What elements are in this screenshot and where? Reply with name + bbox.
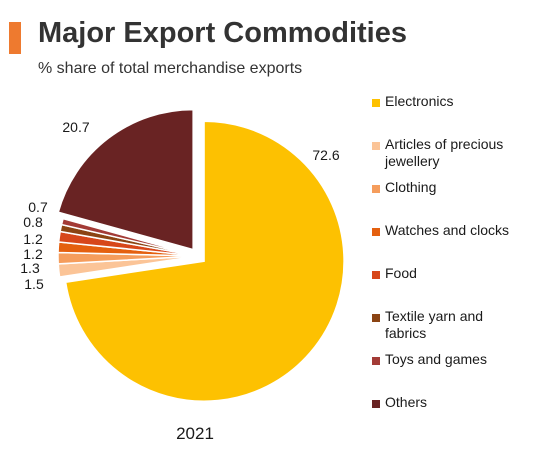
legend-swatch (372, 142, 380, 150)
legend-label: Electronics (385, 93, 454, 109)
chart-subtitle: % share of total merchandise exports (38, 60, 303, 77)
pie-slice-toys-and-games (60, 217, 199, 257)
legend-swatch (372, 314, 380, 322)
data-label-toys-and-games: 0.7 (28, 199, 48, 215)
pie-slice-electronics (64, 120, 345, 402)
title-accent-bar (9, 22, 21, 54)
legend-label: Food (385, 265, 417, 281)
legend-swatch (372, 185, 380, 193)
legend-swatch (372, 400, 380, 408)
data-label-articles-of-precious-jewellery: 1.5 (24, 276, 44, 292)
chart-title: Major Export Commodities (38, 17, 407, 49)
data-label-textile-yarn-and-fabrics: 0.8 (23, 214, 43, 230)
legend-label: Articles of precious jewellery (385, 136, 504, 169)
legend-label: Toys and games (385, 351, 487, 367)
legend-swatch (372, 99, 380, 107)
data-label-others: 20.7 (62, 119, 89, 135)
legend-label: Watches and clocks (385, 222, 509, 238)
legend-swatch (372, 357, 380, 365)
legend-label: Others (385, 394, 428, 410)
legend-label: Textile yarn and fabrics (385, 308, 484, 341)
data-label-clothing: 1.3 (20, 260, 40, 276)
data-label-watches-and-clocks: 1.2 (23, 246, 43, 262)
category-label: 2021 (176, 424, 214, 443)
legend-swatch (372, 271, 380, 279)
data-label-food: 1.2 (23, 231, 43, 247)
pie-slice-others (57, 108, 194, 251)
legend-swatch (372, 228, 380, 236)
data-label-electronics: 72.6 (312, 147, 339, 163)
legend-label: Clothing (385, 179, 437, 195)
